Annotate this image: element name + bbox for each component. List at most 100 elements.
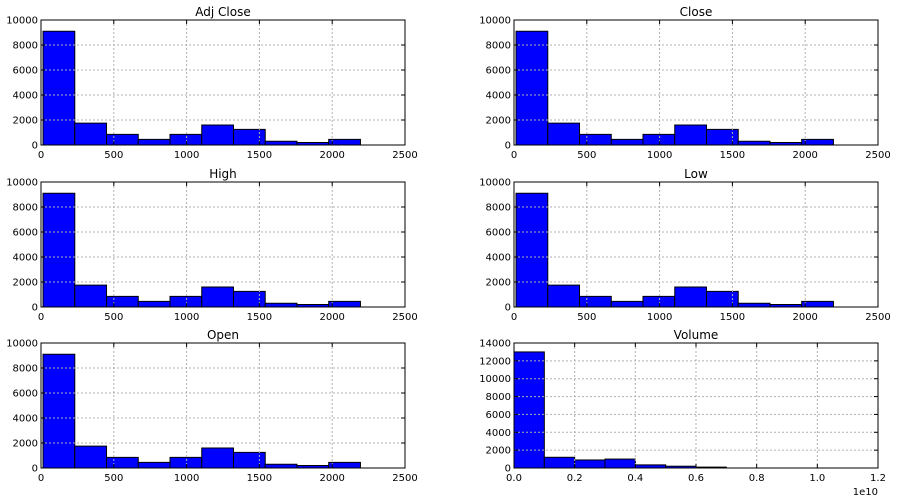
x-tick-label: 0.6: [688, 473, 704, 484]
histogram-bar: [201, 447, 234, 469]
histogram-bar: [264, 140, 298, 146]
x-tick-label: 1000: [174, 312, 199, 323]
y-tick-label: 6000: [486, 66, 511, 77]
x-tick-label: 2500: [392, 150, 417, 161]
histogram-bar: [547, 122, 581, 146]
histogram-bar: [74, 284, 108, 308]
y-tick-label: 2000: [13, 278, 38, 289]
x-tick-label: 1500: [247, 312, 272, 323]
y-tick-label: 8000: [486, 392, 511, 403]
y-tick-label: 8000: [13, 203, 38, 214]
histogram-bar: [642, 133, 676, 146]
x-tick-label: 500: [104, 473, 123, 484]
histogram-bar: [106, 133, 139, 146]
histogram-bar: [737, 302, 771, 308]
y-tick-label: 2000: [486, 446, 511, 457]
y-tick-label: 8000: [13, 364, 38, 375]
y-tick-label: 4000: [13, 91, 38, 102]
x-tick-label: 500: [577, 312, 596, 323]
y-tick-label: 4000: [486, 428, 511, 439]
x-tick-label: 1.0: [809, 473, 825, 484]
panel-volume: 0.0 0.2 0.4 0.6 0.8 1.0 1.2 0 2000 4000 6000 8000 10…: [479, 328, 886, 498]
y-tick-label: 2000: [486, 278, 511, 289]
panel-title: Close: [680, 5, 713, 19]
histogram-bar: [74, 445, 108, 469]
y-tick-label: 10000: [6, 339, 38, 350]
histogram-bar: [201, 124, 234, 146]
axes-frame: [513, 342, 879, 469]
y-tick-label: 10000: [479, 178, 511, 189]
y-tick-label: 0: [505, 141, 511, 152]
y-tick-label: 10000: [479, 16, 511, 27]
x-tick-label: 2500: [392, 473, 417, 484]
histogram-bar: [610, 138, 644, 146]
histogram-bar: [106, 295, 139, 308]
y-tick-label: 8000: [13, 41, 38, 52]
histogram-bar: [543, 456, 576, 469]
y-tick-label: 0: [32, 303, 38, 314]
x-tick-label: 1000: [174, 473, 199, 484]
y-tick-label: 8000: [486, 41, 511, 52]
histogram-bar: [74, 122, 108, 146]
y-tick-label: 6000: [13, 66, 38, 77]
panel-low: 0 500 1000 1500 2000 2500 0 2000 4000 6000 8000 100…: [479, 167, 891, 323]
x-tick-label: 0: [511, 150, 517, 161]
axes-frame: [40, 19, 406, 146]
y-tick-label: 10000: [479, 374, 511, 385]
panel-title: Open: [207, 328, 239, 342]
y-tick-label: 8000: [486, 203, 511, 214]
histogram-bar: [579, 133, 612, 146]
x-tick-label: 2000: [792, 312, 817, 323]
y-tick-label: 4000: [486, 91, 511, 102]
histogram-bar: [169, 133, 203, 146]
histogram-bar: [232, 128, 266, 146]
histogram-bar: [513, 351, 545, 469]
panel-adj-close: 0 500 1000 1500 2000 2500 0 2000 4000 6000 8000 100…: [6, 5, 418, 161]
y-tick-label: 14000: [479, 339, 511, 350]
histogram-bar: [801, 138, 834, 146]
panel-title: Adj Close: [195, 5, 250, 19]
histogram-bar: [137, 300, 171, 308]
y-tick-label: 4000: [13, 253, 38, 264]
x-tick-label: 2500: [865, 150, 890, 161]
axes-frame: [40, 342, 406, 469]
panel-close: 0 500 1000 1500 2000 2500 0 2000 4000 6000 8000 100…: [479, 5, 891, 161]
x-tick-label: 2000: [319, 312, 344, 323]
axes-frame: [513, 19, 879, 146]
x-tick-label: 0.4: [627, 473, 643, 484]
histogram-bar: [328, 300, 361, 308]
x-tick-label: 1000: [647, 312, 672, 323]
histogram-bar: [574, 459, 606, 469]
y-tick-label: 12000: [479, 356, 511, 367]
x-tick-label: 2000: [319, 150, 344, 161]
x-tick-label: 0: [511, 312, 517, 323]
x-tick-label: 1000: [174, 150, 199, 161]
histogram-bar: [137, 138, 171, 146]
histogram-bar: [169, 295, 203, 308]
histogram-bar: [169, 456, 203, 469]
histogram-bar: [42, 192, 76, 308]
y-tick-label: 2000: [13, 439, 38, 450]
y-tick-label: 2000: [486, 116, 511, 127]
histogram-bar: [137, 461, 171, 469]
axes-frame: [513, 181, 879, 308]
panel-open: 0 500 1000 1500 2000 2500 0 2000 4000 6000 8000 100…: [6, 328, 418, 484]
x-tick-label: 1500: [720, 150, 745, 161]
histogram-bar: [328, 138, 361, 146]
x-tick-label: 0.0: [506, 473, 522, 484]
histogram-bar: [642, 295, 676, 308]
x-offset-label: 1e10: [853, 487, 878, 498]
x-tick-label: 0: [38, 473, 44, 484]
y-tick-label: 0: [32, 464, 38, 475]
y-tick-label: 10000: [6, 16, 38, 27]
x-tick-label: 1500: [247, 150, 272, 161]
histogram-bar: [264, 463, 298, 469]
histogram-bar: [801, 300, 834, 308]
histogram-bar: [674, 286, 707, 308]
histogram-bar: [515, 192, 549, 308]
x-tick-label: 500: [104, 150, 123, 161]
histogram-bar: [42, 353, 76, 469]
axes-frame: [40, 181, 406, 308]
histogram-bar: [610, 300, 644, 308]
